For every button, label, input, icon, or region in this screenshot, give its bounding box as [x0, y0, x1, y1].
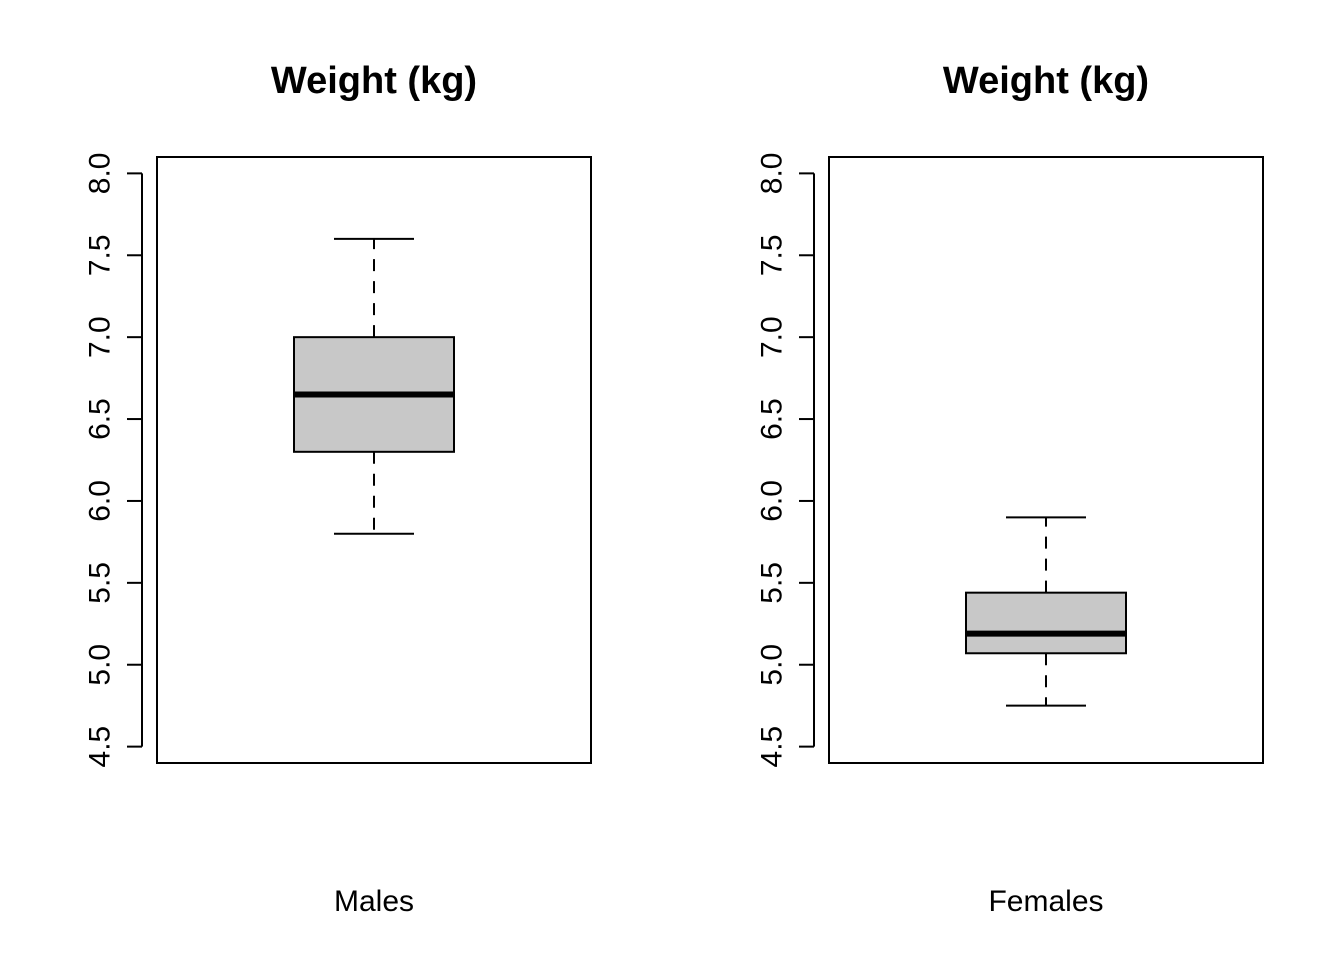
females-y-tick-label-5: 7.0: [756, 316, 789, 358]
males-y-tick-label-0: 4.5: [84, 726, 117, 768]
females-chart-title: Weight (kg): [943, 60, 1149, 102]
females-iqr-box: [965, 591, 1127, 655]
males-y-tick-label-4: 6.5: [84, 398, 117, 440]
males-x-label: Males: [334, 885, 414, 918]
males-plot-frame: [156, 156, 592, 764]
males-y-tick-label-7: 8.0: [84, 153, 117, 195]
males-y-tick-label-2: 5.5: [84, 562, 117, 604]
males-y-tick-label-3: 6.0: [84, 480, 117, 522]
females-y-tick-label-7: 8.0: [756, 153, 789, 195]
males-chart-title: Weight (kg): [271, 60, 477, 102]
females-y-tick-label-1: 5.0: [756, 644, 789, 686]
females-boxplot-panel: Weight (kg) 4.5 5.0 5.5 6.0 6.5 7.0 7.5 8.0 Femal…: [756, 60, 1264, 918]
males-y-tick-label-1: 5.0: [84, 644, 117, 686]
females-y-tick-label-3: 6.0: [756, 480, 789, 522]
females-y-tick-label-2: 5.5: [756, 562, 789, 604]
males-y-tick-label-6: 7.5: [84, 234, 117, 276]
males-boxplot-panel: Weight (kg) 4.5 5.0 5.5 6.0 6.5 7.0 7.5 8.0 Males: [84, 60, 592, 918]
females-y-tick-label-4: 6.5: [756, 398, 789, 440]
males-y-tick-label-5: 7.0: [84, 316, 117, 358]
females-y-tick-label-6: 7.5: [756, 234, 789, 276]
females-plot-frame: [828, 156, 1264, 764]
females-x-label: Females: [988, 885, 1103, 918]
females-y-tick-label-0: 4.5: [756, 726, 789, 768]
